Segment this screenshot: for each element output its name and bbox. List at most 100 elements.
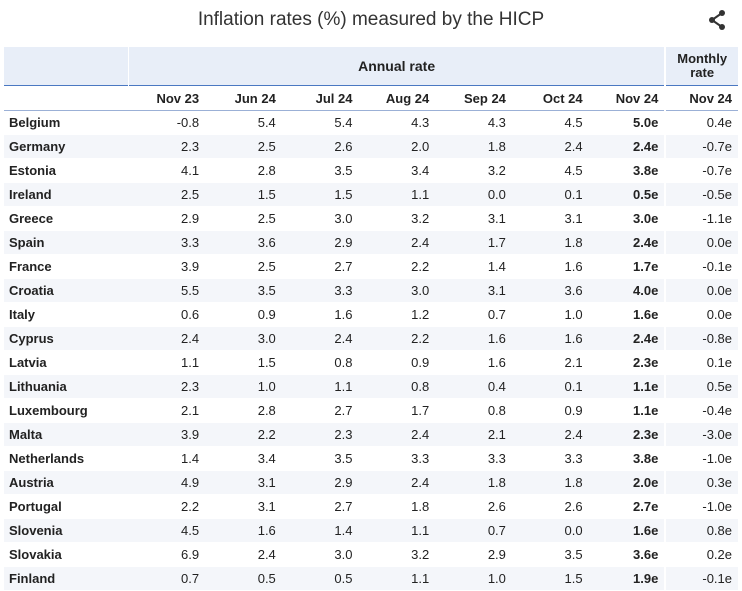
table-row: Austria 4.9 3.1 2.9 2.4 1.8 1.8 2.0e 0.3e xyxy=(4,470,738,495)
value-cell: 3.6 xyxy=(205,230,282,255)
country-cell: Finland xyxy=(4,566,129,591)
value-cell: 2.5 xyxy=(205,206,282,231)
table-row: Malta 3.9 2.2 2.3 2.4 2.1 2.4 2.3e -3.0e xyxy=(4,422,738,447)
share-icon[interactable] xyxy=(706,9,728,31)
monthly-rate-label-line2: rate xyxy=(690,65,715,80)
value-cell: 2.4e xyxy=(588,326,666,351)
value-cell: 2.3e xyxy=(588,422,666,447)
value-cell: 1.4 xyxy=(128,446,206,471)
value-cell: 1.0 xyxy=(435,566,512,591)
value-cell: 1.6 xyxy=(511,254,589,279)
country-cell: Malta xyxy=(4,422,129,447)
value-cell: 3.1 xyxy=(435,278,512,303)
value-cell: -0.1e xyxy=(664,566,738,591)
value-cell: 2.4 xyxy=(511,134,589,159)
value-cell: 3.8e xyxy=(588,158,666,183)
value-cell: 2.6 xyxy=(511,494,589,519)
table-row: Netherlands 1.4 3.4 3.5 3.3 3.3 3.3 3.8e -1.0e xyxy=(4,446,738,471)
value-cell: 0.7 xyxy=(128,566,206,591)
value-cell: 1.1 xyxy=(128,350,206,375)
table-row: Ireland 2.5 1.5 1.5 1.1 0.0 0.1 0.5e -0.5e xyxy=(4,182,738,207)
country-cell: Lithuania xyxy=(4,374,129,399)
value-cell: 0.6 xyxy=(128,302,206,327)
value-cell: 2.4 xyxy=(281,326,359,351)
table-row: Estonia 4.1 2.8 3.5 3.4 3.2 4.5 3.8e -0.7e xyxy=(4,158,738,183)
value-cell: 2.4 xyxy=(358,470,436,495)
table-row: Slovakia 6.9 2.4 3.0 3.2 2.9 3.5 3.6e 0.2e xyxy=(4,542,738,567)
value-cell: 0.4 xyxy=(435,374,512,399)
value-cell: 2.7 xyxy=(281,254,359,279)
value-cell: 3.5 xyxy=(281,446,359,471)
value-cell: 3.1 xyxy=(205,494,282,519)
value-cell: 5.0e xyxy=(588,110,666,135)
value-cell: 1.7e xyxy=(588,254,666,279)
value-cell: 1.8 xyxy=(435,134,512,159)
value-cell: 6.9 xyxy=(128,542,206,567)
value-cell: 2.7e xyxy=(588,494,666,519)
value-cell: -0.7e xyxy=(664,134,738,159)
value-cell: 2.4e xyxy=(588,134,666,159)
value-cell: 4.9 xyxy=(128,470,206,495)
country-cell: Netherlands xyxy=(4,446,129,471)
value-cell: 2.1 xyxy=(511,350,589,375)
value-cell: -0.5e xyxy=(664,182,738,207)
value-cell: 0.0e xyxy=(664,230,738,255)
value-cell: 1.8 xyxy=(358,494,436,519)
value-cell: 3.2 xyxy=(435,158,512,183)
value-cell: 3.0 xyxy=(281,206,359,231)
monthly-rate-header: Monthly rate xyxy=(664,47,738,86)
value-cell: 0.5e xyxy=(664,374,738,399)
value-cell: 0.5e xyxy=(588,182,666,207)
value-cell: 3.1 xyxy=(205,470,282,495)
value-cell: 1.6 xyxy=(435,350,512,375)
column-header: Sep 24 xyxy=(435,85,512,111)
value-cell: 1.8 xyxy=(511,470,589,495)
value-cell: 0.3e xyxy=(664,470,738,495)
country-cell: Austria xyxy=(4,470,129,495)
value-cell: 2.8 xyxy=(205,158,282,183)
value-cell: 0.1 xyxy=(511,374,589,399)
value-cell: 1.1 xyxy=(281,374,359,399)
country-cell: Belgium xyxy=(4,110,129,135)
inflation-table: Annual rate Monthly rate Nov 23 Jun 24 J… xyxy=(4,47,738,591)
value-cell: 2.3 xyxy=(281,422,359,447)
value-cell: 3.0 xyxy=(281,542,359,567)
table-row: Finland 0.7 0.5 0.5 1.1 1.0 1.5 1.9e -0.1e xyxy=(4,566,738,591)
value-cell: 5.4 xyxy=(281,110,359,135)
value-cell: 3.3 xyxy=(511,446,589,471)
value-cell: -0.4e xyxy=(664,398,738,423)
value-cell: 1.7 xyxy=(358,398,436,423)
country-cell: Portugal xyxy=(4,494,129,519)
value-cell: 2.4 xyxy=(358,230,436,255)
value-cell: 2.2 xyxy=(358,326,436,351)
table-row: Spain 3.3 3.6 2.9 2.4 1.7 1.8 2.4e 0.0e xyxy=(4,230,738,255)
value-cell: 1.6 xyxy=(435,326,512,351)
value-cell: 2.4 xyxy=(358,422,436,447)
value-cell: 1.4 xyxy=(281,518,359,543)
value-cell: 1.6 xyxy=(511,326,589,351)
value-cell: 0.9 xyxy=(358,350,436,375)
country-cell: Cyprus xyxy=(4,326,129,351)
column-header: Nov 24 xyxy=(588,85,666,111)
country-cell: Estonia xyxy=(4,158,129,183)
value-cell: 1.5 xyxy=(281,182,359,207)
value-cell: 5.5 xyxy=(128,278,206,303)
monthly-rate-label-line1: Monthly xyxy=(677,51,728,66)
value-cell: -0.8e xyxy=(664,326,738,351)
table-row: Belgium -0.8 5.4 5.4 4.3 4.3 4.5 5.0e 0.4e xyxy=(4,110,738,135)
value-cell: 3.4 xyxy=(205,446,282,471)
value-cell: 3.0 xyxy=(358,278,436,303)
country-cell: Slovakia xyxy=(4,542,129,567)
country-column-header xyxy=(4,85,129,111)
value-cell: 1.0 xyxy=(205,374,282,399)
value-cell: 2.6 xyxy=(435,494,512,519)
table-row: Lithuania 2.3 1.0 1.1 0.8 0.4 0.1 1.1e 0.5e xyxy=(4,374,738,399)
value-cell: -3.0e xyxy=(664,422,738,447)
value-cell: 0.0e xyxy=(664,302,738,327)
value-cell: 3.0e xyxy=(588,206,666,231)
value-cell: 2.9 xyxy=(128,206,206,231)
value-cell: 3.6 xyxy=(511,278,589,303)
table-row: Croatia 5.5 3.5 3.3 3.0 3.1 3.6 4.0e 0.0e xyxy=(4,278,738,303)
value-cell: 1.4 xyxy=(435,254,512,279)
value-cell: 2.1 xyxy=(128,398,206,423)
